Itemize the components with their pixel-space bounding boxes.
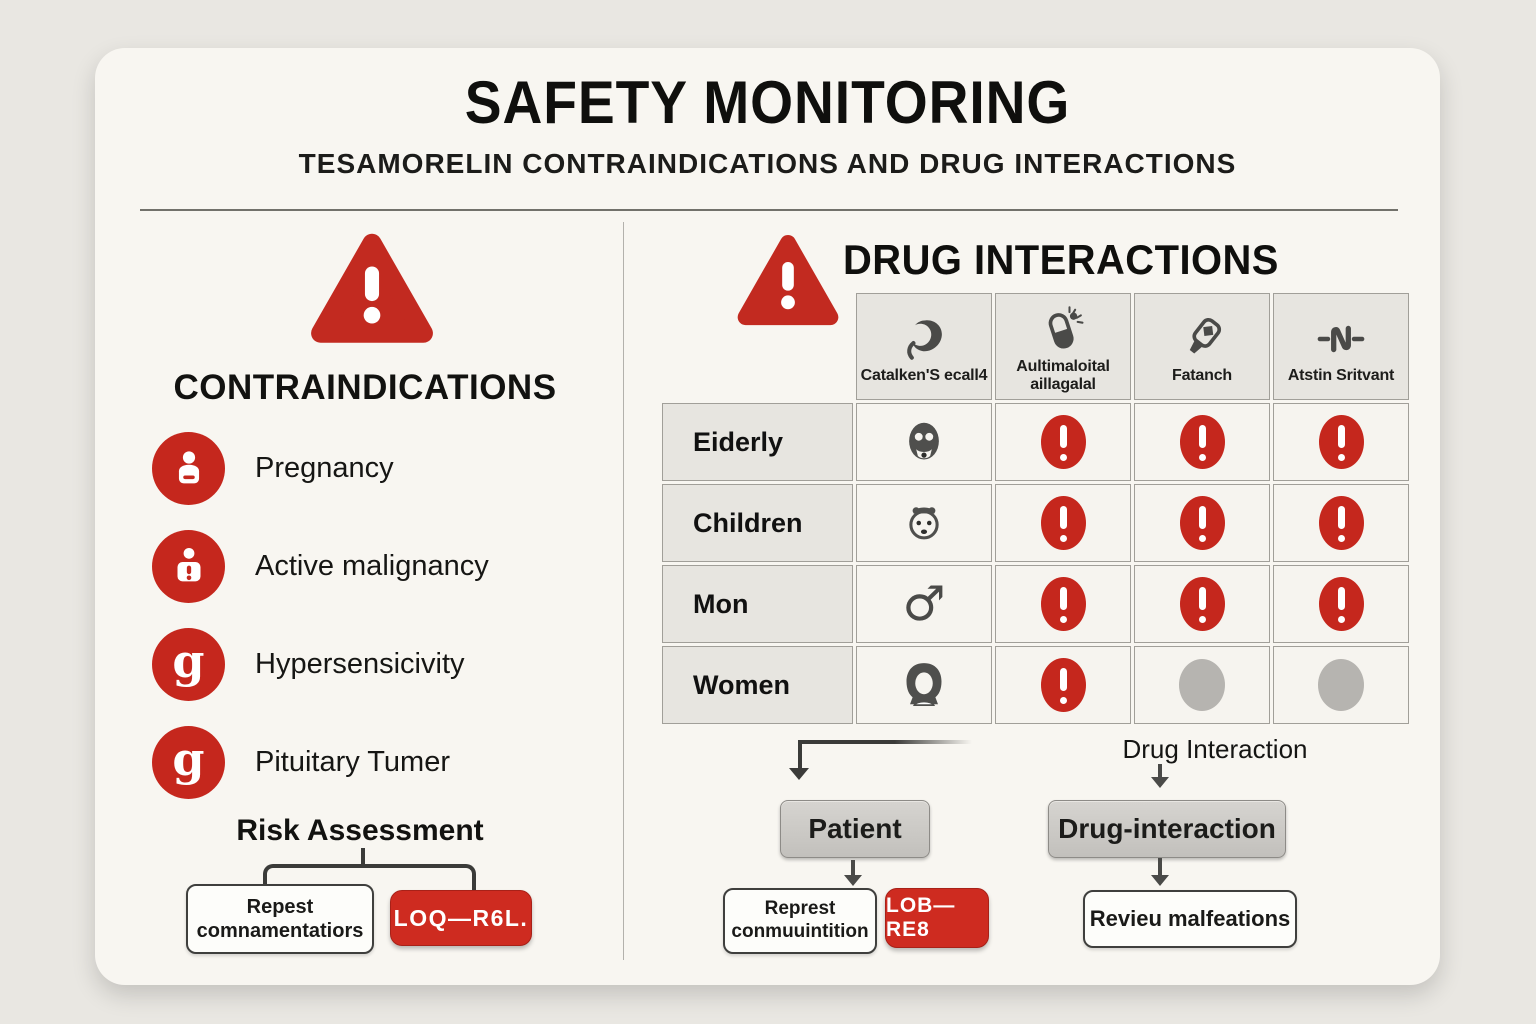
infographic-card: SAFETY MONITORING TESAMORELIN CONTRAINDI… bbox=[95, 48, 1440, 985]
status-cell bbox=[995, 484, 1131, 562]
connector-line bbox=[798, 740, 802, 770]
elderly-face-icon bbox=[896, 414, 952, 470]
injector-pen-icon bbox=[1176, 313, 1228, 365]
contraindication-item: Pregnancy bbox=[152, 432, 489, 505]
status-cell bbox=[1134, 403, 1270, 481]
table-corner bbox=[662, 293, 853, 400]
repeat-recommendations-box: Repest comnamentatiors bbox=[186, 884, 374, 954]
red-circle-badge: g bbox=[152, 726, 225, 799]
wave-resistor-icon bbox=[1315, 313, 1367, 365]
row-label: Mon bbox=[662, 565, 853, 643]
status-cell bbox=[1273, 403, 1409, 481]
letter-g-icon: g bbox=[172, 633, 205, 688]
column-divider bbox=[623, 222, 624, 960]
drug-interaction-label: Drug Interaction bbox=[1122, 734, 1308, 764]
row-icon-cell bbox=[856, 646, 992, 724]
column-header-label: Aultimaloital aillagalal bbox=[1016, 357, 1110, 393]
bracket-connector bbox=[263, 864, 476, 890]
column-header-label: Catalken'S ecall4 bbox=[860, 366, 988, 384]
header-divider bbox=[140, 209, 1398, 211]
row-icon-cell bbox=[856, 403, 992, 481]
comma-swirl-icon bbox=[898, 313, 950, 365]
column-header: Aultimaloital aillagalal bbox=[995, 293, 1131, 400]
alert-icon bbox=[1040, 415, 1086, 469]
alert-icon bbox=[1318, 577, 1364, 631]
alert-icon bbox=[1040, 496, 1086, 550]
woman-face-icon bbox=[896, 657, 952, 713]
arrow-down-icon bbox=[1151, 858, 1169, 886]
alert-icon bbox=[1318, 415, 1364, 469]
log-button[interactable]: LOB—RE8 bbox=[885, 888, 989, 948]
page-title: SAFETY MONITORING bbox=[464, 69, 1071, 136]
risk-assessment-heading: Risk Assessment bbox=[236, 814, 484, 847]
row-icon-cell bbox=[856, 484, 992, 562]
status-cell bbox=[995, 646, 1131, 724]
review-medications-box: Revieu malfeations bbox=[1083, 890, 1297, 948]
status-cell bbox=[995, 565, 1131, 643]
contraindication-label: Hypersensicivity bbox=[255, 648, 465, 680]
contraindication-label: Pituitary Tumer bbox=[255, 746, 450, 778]
alert-icon bbox=[1179, 577, 1225, 631]
alert-icon bbox=[1040, 658, 1086, 712]
red-circle-badge bbox=[152, 432, 225, 505]
contraindication-item: Active malignancy bbox=[152, 530, 489, 603]
male-symbol-icon: ♂ bbox=[902, 576, 946, 632]
red-circle-badge bbox=[152, 530, 225, 603]
alert-icon bbox=[1179, 496, 1225, 550]
warning-triangle-icon bbox=[307, 228, 437, 346]
column-header-label: Fatanch bbox=[1172, 366, 1232, 384]
status-cell bbox=[1273, 565, 1409, 643]
status-cell bbox=[1134, 646, 1270, 724]
row-label: Women bbox=[662, 646, 853, 724]
column-header-label: Atstin Sritvant bbox=[1287, 366, 1395, 384]
status-cell bbox=[1134, 484, 1270, 562]
drug-interactions-table: Catalken'S ecall4 Aultimaloital aillagala… bbox=[662, 293, 1409, 724]
contraindication-item: g Pituitary Tumer bbox=[152, 726, 489, 799]
status-cell bbox=[1273, 484, 1409, 562]
contraindication-label: Pregnancy bbox=[255, 452, 394, 484]
row-label: Eiderly bbox=[662, 403, 853, 481]
arrow-down-icon bbox=[789, 768, 809, 780]
log-button[interactable]: LOQ—R6L. bbox=[390, 890, 532, 946]
arrow-down-icon bbox=[1151, 764, 1169, 788]
gray-dot-icon bbox=[1179, 659, 1225, 711]
column-header: Fatanch bbox=[1134, 293, 1270, 400]
connector-line bbox=[800, 740, 972, 744]
patient-node: Patient bbox=[780, 800, 930, 858]
status-cell bbox=[1273, 646, 1409, 724]
row-icon-cell: ♂ bbox=[856, 565, 992, 643]
contraindication-label: Active malignancy bbox=[255, 550, 489, 582]
letter-g2-icon: g bbox=[172, 731, 205, 786]
red-circle-badge: g bbox=[152, 628, 225, 701]
contraindications-list: Pregnancy Active malignancy g Hypersensiciv… bbox=[152, 432, 489, 824]
status-cell bbox=[995, 403, 1131, 481]
column-header: Catalken'S ecall4 bbox=[856, 293, 992, 400]
contraindications-heading: CONTRAINDICATIONS bbox=[173, 368, 557, 407]
page-subtitle: TESAMORELIN CONTRAINDICATIONS AND DRUG I… bbox=[298, 148, 1237, 179]
bracket-connector-stem bbox=[361, 848, 365, 864]
column-header: Atstin Sritvant bbox=[1273, 293, 1409, 400]
alert-icon bbox=[1318, 496, 1364, 550]
row-label: Children bbox=[662, 484, 853, 562]
alert-icon bbox=[1040, 577, 1086, 631]
contraindication-item: g Hypersensicivity bbox=[152, 628, 489, 701]
pregnant-person-icon bbox=[166, 446, 212, 492]
warning-triangle-icon bbox=[735, 230, 841, 328]
arrow-down-icon bbox=[844, 860, 862, 886]
child-face-icon bbox=[896, 495, 952, 551]
person-alert-icon bbox=[166, 544, 212, 590]
status-cell bbox=[1134, 565, 1270, 643]
repeat-communication-box: Represt conmuuintition bbox=[723, 888, 877, 954]
drug-interactions-heading: DRUG INTERACTIONS bbox=[843, 236, 1279, 283]
drug-interaction-node: Drug-interaction bbox=[1048, 800, 1286, 858]
alert-icon bbox=[1179, 415, 1225, 469]
pill-flower-icon bbox=[1037, 304, 1089, 356]
gray-dot-icon bbox=[1318, 659, 1364, 711]
